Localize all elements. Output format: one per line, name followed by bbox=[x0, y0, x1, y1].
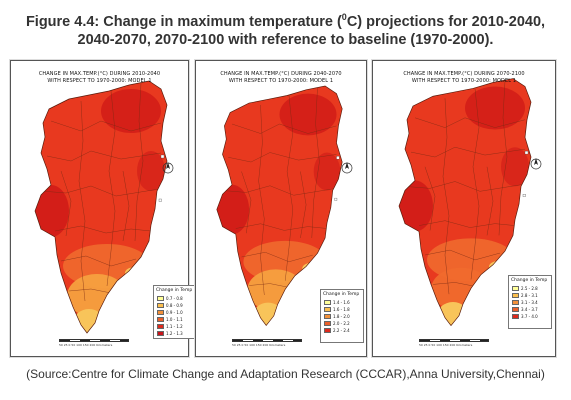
legend-label: 2.2 - 2.4 bbox=[333, 328, 350, 333]
legend-item: 1.8 - 2.0 bbox=[324, 314, 360, 319]
legend-swatch bbox=[157, 303, 164, 308]
tamilnadu-map-2040-2070 bbox=[216, 85, 343, 326]
legend-item: 1.2 - 1.3 bbox=[157, 331, 193, 336]
legend-label: 1.4 - 1.6 bbox=[333, 300, 350, 305]
legend-item: 2.5 - 2.8 bbox=[512, 286, 548, 291]
legend-swatch bbox=[324, 321, 331, 326]
legend-label: 0.7 - 0.8 bbox=[166, 296, 183, 301]
legend-item: 3.7 - 4.0 bbox=[512, 314, 548, 319]
map-title: CHANGE IN MAX.TEMP.(°C) DURING 2070-2100… bbox=[373, 71, 555, 85]
legend-label: 3.1 - 3.4 bbox=[521, 300, 538, 305]
legend-swatch bbox=[157, 324, 164, 329]
legend-item: 3.4 - 3.7 bbox=[512, 307, 548, 312]
legend-swatch bbox=[324, 328, 331, 333]
map-panel-2070-2100: CHANGE IN MAX.TEMP.(°C) DURING 2070-2100… bbox=[372, 60, 556, 357]
legend-title: Change in Temp bbox=[511, 278, 548, 283]
legend-label: 1.6 - 1.8 bbox=[333, 307, 350, 312]
map-title-line-1: CHANGE IN MAX.TEMP.(°C) DURING 2040-2070 bbox=[220, 71, 342, 77]
map-panel-2040-2070: CHANGE IN MAX.TEMP.(°C) DURING 2040-2070… bbox=[195, 60, 367, 357]
map-title-line-1: CHANGE IN MAX.TEMP.(°C) DURING 2070-2100 bbox=[403, 71, 525, 77]
map-title-line-1: CHANGE IN MAX.TEMP.(°C) DURING 2010-2040 bbox=[38, 71, 161, 77]
legend-label: 2.0 - 2.2 bbox=[333, 321, 350, 326]
legend-change-in-temp: Change in Temp 1.4 - 1.6 1.6 - 1.8 1.8 - 2… bbox=[320, 289, 364, 343]
legend-title: Change in Temp bbox=[323, 292, 360, 297]
legend-change-in-temp: Change in Temp 0.7 - 0.8 0.8 - 0.9 0.9 - 1… bbox=[153, 285, 197, 339]
map-title: CHANGE IN MAX.TEMP.(°C) DURING 2010-2040… bbox=[11, 71, 188, 85]
legend-swatch bbox=[512, 314, 519, 319]
legend-item: 0.7 - 0.8 bbox=[157, 296, 193, 301]
legend-label: 3.7 - 4.0 bbox=[521, 314, 538, 319]
legend-label: 0.8 - 0.9 bbox=[166, 303, 183, 308]
legend-item: 3.1 - 3.4 bbox=[512, 300, 548, 305]
figure-title-line-2: 2040-2070, 2070-2100 with reference to b… bbox=[77, 31, 494, 48]
map-title-line-2: WITH RESPECT TO 1970-2000: MODEL 1 bbox=[47, 78, 152, 84]
legend-label: 2.5 - 2.8 bbox=[521, 286, 538, 291]
legend-change-in-temp: Change in Temp 2.5 - 2.8 2.8 - 3.1 3.1 - 3… bbox=[508, 275, 552, 329]
legend-swatch bbox=[512, 286, 519, 291]
legend-swatch bbox=[324, 314, 331, 319]
legend-swatch bbox=[512, 300, 519, 305]
legend-label: 1.2 - 1.3 bbox=[166, 331, 183, 336]
tamilnadu-map-2010-2040 bbox=[34, 80, 168, 334]
legend-item: 1.4 - 1.6 bbox=[324, 300, 360, 305]
north-arrow-icon bbox=[162, 162, 174, 174]
map-title-line-2: WITH RESPECT TO 1970-2000: MODEL 1 bbox=[411, 78, 517, 84]
map-panel-2010-2040: CHANGE IN MAX.TEMP.(°C) DURING 2010-2040… bbox=[10, 60, 197, 357]
legend-swatch bbox=[157, 296, 164, 301]
legend-swatch bbox=[324, 307, 331, 312]
legend-label: 0.9 - 1.0 bbox=[166, 310, 183, 315]
legend-swatch bbox=[324, 300, 331, 305]
legend-label: 2.8 - 3.1 bbox=[521, 293, 538, 298]
legend-label: 1.0 - 1.1 bbox=[166, 317, 183, 322]
legend-item: 0.8 - 0.9 bbox=[157, 303, 193, 308]
legend-item: 2.2 - 2.4 bbox=[324, 328, 360, 333]
legend-item: 1.1 - 1.2 bbox=[157, 324, 193, 329]
legend-swatch bbox=[157, 310, 164, 315]
legend-item: 1.6 - 1.8 bbox=[324, 307, 360, 312]
map-title-line-2: WITH RESPECT TO 1970-2000: MODEL 1 bbox=[228, 78, 334, 84]
legend-label: 1.1 - 1.2 bbox=[166, 324, 183, 329]
figure-title: Figure 4.4: Change in maximum temperatur… bbox=[0, 8, 571, 49]
source-caption: (Source:Centre for Climate Change and Ad… bbox=[26, 367, 545, 381]
legend-label: 1.8 - 2.0 bbox=[333, 314, 350, 319]
legend-item: 0.9 - 1.0 bbox=[157, 310, 193, 315]
legend-swatch bbox=[157, 317, 164, 322]
legend-swatch bbox=[512, 307, 519, 312]
scale-bar: 50 25 0 50 100 150 200 Kilometers bbox=[59, 339, 139, 347]
figure-title-line-1: Figure 4.4: Change in maximum temperatur… bbox=[25, 12, 546, 30]
legend-swatch bbox=[157, 331, 164, 336]
north-arrow-icon bbox=[341, 162, 353, 174]
legend-title: Change in Temp bbox=[156, 288, 193, 293]
legend-item: 2.0 - 2.2 bbox=[324, 321, 360, 326]
legend-swatch bbox=[512, 293, 519, 298]
north-arrow-icon bbox=[530, 158, 542, 170]
legend-item: 2.8 - 3.1 bbox=[512, 293, 548, 298]
map-title: CHANGE IN MAX.TEMP.(°C) DURING 2040-2070… bbox=[196, 71, 366, 85]
legend-label: 3.4 - 3.7 bbox=[521, 307, 538, 312]
scale-bar: 50 25 0 50 100 150 200 Kilometers bbox=[232, 339, 312, 347]
legend-item: 1.0 - 1.1 bbox=[157, 317, 193, 322]
scale-bar: 50 25 0 50 100 150 200 Kilometers bbox=[419, 339, 499, 347]
